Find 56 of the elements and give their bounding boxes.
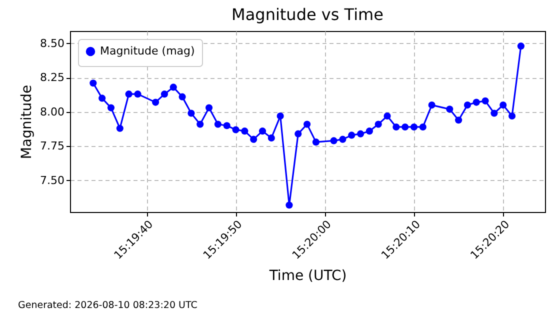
point	[348, 132, 356, 139]
point	[402, 123, 409, 131]
point	[98, 94, 106, 102]
text: Generated: 2026-08-10 08:23:20 UTC	[18, 300, 198, 311]
point	[125, 90, 132, 98]
point	[90, 80, 97, 87]
point	[366, 128, 373, 135]
point	[107, 104, 115, 112]
y-tick-label: 8.00	[40, 105, 64, 118]
point	[517, 42, 524, 50]
point	[374, 120, 382, 128]
point	[196, 120, 204, 128]
point	[116, 124, 124, 132]
point	[276, 112, 284, 120]
point	[482, 97, 489, 104]
point	[490, 110, 498, 117]
point	[330, 137, 338, 144]
point	[304, 120, 311, 128]
point	[500, 102, 507, 109]
point	[286, 202, 293, 209]
point	[419, 123, 426, 131]
point	[508, 112, 516, 120]
point	[410, 123, 418, 131]
point	[268, 134, 275, 142]
point	[392, 123, 400, 131]
point	[384, 112, 391, 120]
y-tick-label: 8.50	[40, 36, 64, 50]
y-tick-label: 7.75	[40, 140, 64, 153]
point	[356, 130, 364, 138]
point	[258, 128, 266, 135]
point	[160, 90, 168, 98]
point	[294, 130, 302, 138]
point	[339, 136, 346, 143]
point	[152, 98, 160, 106]
legend-label: Magnitude (mag)	[100, 44, 195, 58]
point	[134, 90, 142, 98]
y-axis-title: Magnitude	[19, 84, 36, 160]
point	[472, 98, 480, 106]
point	[464, 102, 472, 109]
point	[312, 138, 320, 146]
point	[250, 136, 258, 143]
point	[455, 116, 462, 124]
point	[205, 104, 213, 112]
point	[241, 128, 248, 135]
x-axis-title: Time (UTC)	[268, 268, 347, 284]
y-tick-label: 8.25	[40, 71, 64, 84]
point	[232, 126, 240, 134]
point	[446, 106, 454, 113]
point	[188, 110, 195, 117]
point	[170, 84, 177, 91]
point	[223, 122, 230, 130]
point	[178, 93, 186, 100]
point	[214, 120, 222, 128]
chart-title: Magnitude vs Time	[232, 5, 384, 24]
point	[428, 102, 436, 109]
y-tick-label: 7.50	[40, 174, 64, 187]
